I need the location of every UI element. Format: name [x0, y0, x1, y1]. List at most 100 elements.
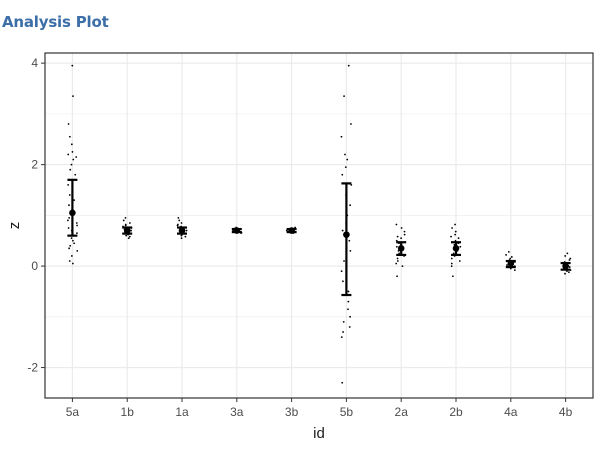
data-point [67, 184, 70, 186]
mean-point [562, 262, 569, 270]
data-point [129, 222, 131, 224]
data-point [513, 269, 516, 272]
data-point [124, 216, 127, 219]
data-point [344, 166, 347, 169]
mean-point [507, 260, 515, 267]
data-point [341, 381, 344, 384]
data-point [342, 331, 344, 333]
data-point [396, 275, 398, 278]
x-tick-label: 3b [285, 405, 299, 419]
data-point [341, 229, 344, 232]
data-point [127, 237, 130, 240]
data-point [68, 204, 70, 207]
data-point [76, 249, 79, 252]
data-point [450, 262, 453, 265]
data-point [510, 256, 513, 258]
data-point [73, 199, 76, 202]
data-point [343, 95, 345, 98]
data-point [130, 229, 132, 232]
data-point [128, 235, 131, 238]
data-point [349, 204, 352, 207]
data-point [459, 245, 462, 248]
mean-point [288, 227, 295, 234]
x-axis-title: id [313, 425, 325, 442]
plot-panel-border [44, 52, 594, 399]
data-point [180, 234, 183, 237]
grid-lines [45, 53, 593, 398]
data-point [564, 255, 567, 257]
data-point [457, 237, 460, 240]
data-point [349, 315, 351, 318]
data-point [340, 336, 343, 339]
x-tick-label: 3a [230, 405, 244, 419]
data-point [67, 219, 69, 222]
page-title: Analysis Plot [2, 13, 109, 31]
y-tick-label: 4 [31, 56, 38, 70]
data-point [72, 239, 74, 242]
data-point [184, 235, 187, 238]
data-point [177, 216, 180, 219]
data-point [125, 234, 128, 237]
data-point [180, 237, 183, 240]
data-point [68, 247, 71, 250]
data-point [507, 250, 510, 253]
data-point [71, 64, 74, 67]
data-point [124, 224, 127, 227]
data-point [395, 262, 398, 265]
data-point [68, 194, 71, 196]
x-tick-label: 4b [559, 405, 573, 419]
data-point [350, 123, 352, 125]
data-point [454, 223, 456, 226]
data-point [68, 135, 71, 138]
y-tick-label: 0 [31, 259, 38, 273]
x-tick-label: 1b [121, 405, 135, 419]
summary-markers [67, 178, 571, 297]
data-point [403, 233, 406, 236]
data-point [395, 245, 398, 248]
data-point [451, 275, 454, 278]
data-point [70, 255, 73, 257]
data-point [344, 153, 346, 156]
x-tick-label: 5a [66, 405, 80, 419]
data-point [70, 237, 73, 240]
data-point [342, 280, 344, 283]
mean-point [178, 227, 186, 234]
y-tick-label: 2 [31, 158, 38, 172]
data-point [340, 135, 343, 138]
data-point [403, 230, 406, 233]
data-point [348, 239, 351, 242]
data-point [71, 151, 74, 153]
data-point [401, 265, 404, 267]
data-point [450, 257, 453, 260]
data-point [343, 260, 345, 262]
data-point [67, 227, 70, 229]
data-point [67, 153, 70, 156]
data-point [349, 249, 352, 252]
data-point [72, 158, 75, 161]
data-point [564, 272, 566, 275]
data-point [348, 326, 351, 328]
data-point [396, 235, 399, 238]
data-point [450, 265, 453, 267]
data-point [342, 320, 345, 323]
data-point [72, 95, 74, 98]
mean-point [343, 231, 350, 238]
y-tick-label: -2 [27, 361, 38, 375]
data-point [450, 235, 452, 238]
data-point [400, 227, 403, 229]
mean-point [123, 227, 131, 234]
data-point [73, 242, 76, 245]
data-point [395, 223, 398, 226]
data-point [396, 260, 399, 262]
data-point [346, 158, 349, 161]
mean-point [69, 209, 76, 217]
data-point [75, 156, 78, 158]
data-point [76, 232, 78, 235]
data-point [176, 224, 179, 227]
data-point [569, 257, 572, 260]
x-tick-label: 2a [395, 405, 409, 419]
data-point [396, 257, 399, 260]
data-point [70, 143, 73, 146]
data-point [568, 259, 571, 261]
